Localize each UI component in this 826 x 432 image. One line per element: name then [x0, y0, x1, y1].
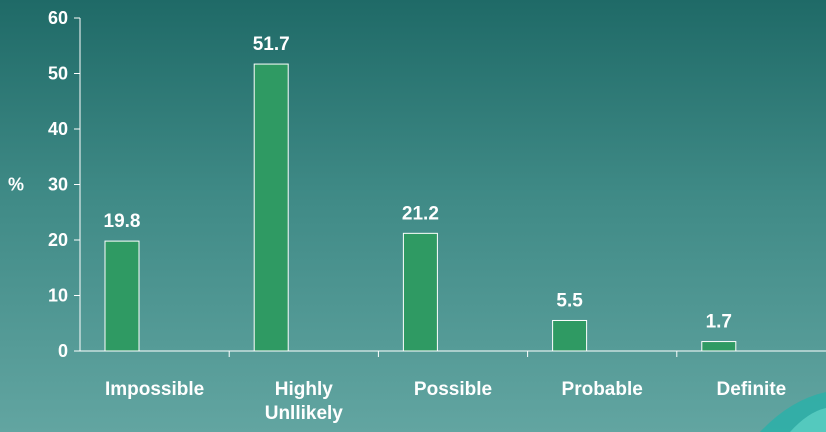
bar	[253, 63, 289, 352]
y-axis-title: %	[8, 175, 24, 195]
bar	[402, 232, 438, 352]
data-label: 51.7	[253, 34, 290, 55]
wave-graphic	[760, 392, 826, 432]
y-tick-label: 60	[48, 8, 68, 28]
category-labels: Impossible Highly Unllikely Possible Probabl…	[105, 379, 786, 424]
data-label: 1.7	[706, 312, 732, 333]
category-label: Definite	[717, 379, 787, 400]
bars	[104, 63, 737, 352]
data-labels: 19.8 51.7 21.2 5.5 1.7	[104, 34, 733, 333]
y-tick-label: 20	[48, 230, 68, 250]
axes	[79, 18, 826, 357]
data-label: 21.2	[402, 203, 439, 224]
y-tick-label: 40	[48, 119, 68, 139]
data-label: 5.5	[556, 290, 583, 311]
bar	[701, 341, 737, 352]
y-tick-label: 30	[48, 175, 68, 195]
bar	[104, 240, 140, 352]
y-tick-label: 50	[48, 64, 68, 84]
category-label: Highly	[275, 379, 333, 400]
category-label: Possible	[414, 379, 492, 400]
category-label: Impossible	[105, 379, 204, 400]
y-axis-ticks: 0 10 20 30 40 50 60	[48, 8, 80, 361]
category-label: Probable	[562, 379, 643, 400]
bar	[552, 319, 588, 352]
y-tick-label: 0	[58, 341, 68, 361]
category-label: Unllikely	[265, 403, 344, 424]
data-label: 19.8	[104, 211, 141, 232]
y-tick-label: 10	[48, 286, 68, 306]
